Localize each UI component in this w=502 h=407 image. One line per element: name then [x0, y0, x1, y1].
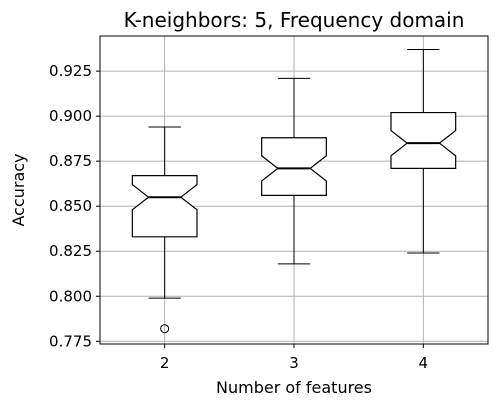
y-tick-label: 0.875	[49, 152, 92, 170]
outlier-point	[160, 324, 170, 334]
box-group-2	[131, 126, 198, 334]
box-plots	[131, 49, 457, 334]
y-tick-label: 0.925	[49, 62, 92, 80]
box-body	[390, 111, 457, 169]
chart-title: K-neighbors: 5, Frequency domain	[124, 8, 465, 32]
x-axis-ticks: 2 3 4	[160, 344, 428, 372]
x-tick-label: 3	[289, 354, 299, 372]
y-tick-label: 0.825	[49, 242, 92, 260]
y-tick-label: 0.900	[49, 107, 92, 125]
y-tick-label: 0.775	[49, 332, 92, 350]
y-tick-label: 0.850	[49, 197, 92, 215]
y-axis-label: Accuracy	[9, 153, 28, 226]
box-group-3	[261, 77, 327, 265]
x-tick-label: 4	[419, 354, 429, 372]
box-body	[131, 174, 198, 238]
box-group-4	[390, 49, 457, 254]
x-tick-label: 2	[160, 354, 170, 372]
box-body	[261, 137, 327, 197]
y-tick-label: 0.800	[49, 287, 92, 305]
x-axis-label: Number of features	[216, 378, 372, 397]
y-axis-ticks: 0.775 0.800 0.825 0.850 0.875 0.900 0.925	[49, 62, 100, 350]
